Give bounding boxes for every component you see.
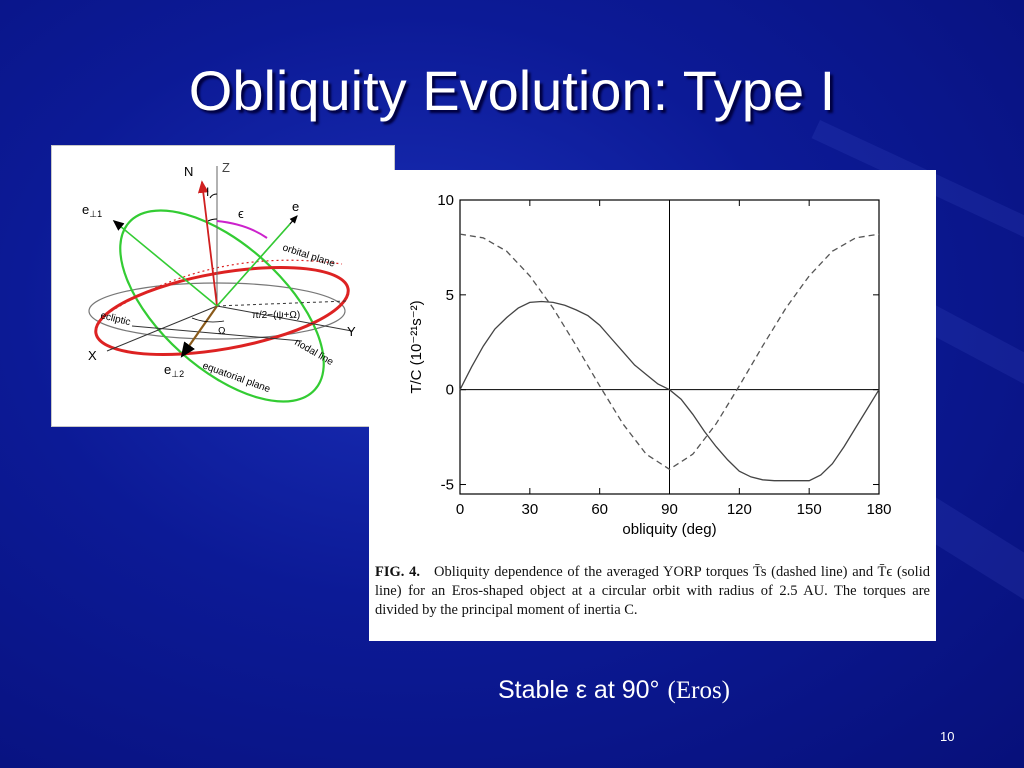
orbital-plane-ellipse	[94, 265, 350, 357]
caption-text: Obliquity dependence of the averaged YOR…	[375, 564, 930, 618]
label-orbital-plane: orbital plane	[281, 242, 337, 269]
y-tick-label: 0	[446, 382, 454, 399]
series-solid-line	[459, 300, 880, 482]
label-x: X	[88, 348, 97, 363]
x-tick-label: 180	[866, 501, 891, 518]
label-y: Y	[347, 324, 356, 339]
caption-fig-label: FIG. 4.	[375, 564, 420, 580]
footnote-paren: (Eros)	[667, 677, 731, 704]
label-epsilon: ϵ	[238, 206, 244, 221]
obliquity-geometry-diagram: N Z I ϵ e e⊥1 e⊥2 X Y orbital plane ecli…	[51, 145, 395, 427]
x-tick-label: 60	[591, 501, 608, 518]
label-z: Z	[222, 160, 230, 175]
figure-caption: FIG. 4. Obliquity dependence of the aver…	[375, 563, 930, 620]
omega-arc	[191, 317, 225, 323]
x-tick-label: 90	[661, 501, 678, 518]
e-vector-green	[216, 223, 291, 307]
label-e-perp1: e⊥1	[82, 202, 102, 219]
n-vector	[197, 180, 218, 307]
x-axis-label: obliquity (deg)	[622, 521, 716, 538]
equatorial-plane-ellipse	[119, 209, 325, 403]
label-omega: Ω	[218, 326, 226, 337]
label-angle-formula: π/2−(ψ+Ω)	[252, 310, 300, 321]
nodal-line	[131, 325, 303, 342]
label-nodal-line: nodal line	[293, 337, 336, 368]
obliquity-arc-black	[207, 218, 218, 222]
yorp-torque-figure: 0 30 60 90 120 150 180 -5 0 5 10 obliquity (deg) T/C…	[369, 170, 936, 641]
obliquity-arc	[216, 220, 268, 239]
footnote-main: Stable ε at 90°	[498, 676, 660, 704]
x-tick-label: 30	[521, 501, 538, 518]
orbit-node-dashed	[216, 300, 348, 307]
label-e-perp2: e⊥2	[164, 362, 184, 379]
x-tick-label: 150	[797, 501, 822, 518]
y-axis	[216, 305, 353, 332]
page-number: 10	[940, 729, 955, 744]
y-axis-label: T/C (10⁻²¹s⁻²)	[408, 300, 425, 393]
e-perp1-vector	[112, 219, 218, 307]
footnote: Stable ε at 90° (Eros)	[498, 676, 730, 705]
slide-title: Obliquity Evolution: Type I	[188, 59, 836, 122]
y-tick-label: 5	[446, 287, 454, 304]
orbital-plane-back-dotted	[106, 259, 343, 315]
x-tick-label: 0	[456, 501, 464, 518]
label-e: e	[292, 199, 299, 214]
y-tick-label: -5	[441, 477, 454, 494]
label-n: N	[184, 164, 193, 179]
y-tick-label: 10	[437, 192, 454, 209]
geometry-svg: N Z I ϵ e e⊥1 e⊥2 X Y orbital plane ecli…	[82, 160, 356, 403]
label-ecliptic: ecliptic	[99, 310, 131, 328]
x-tick-label: 120	[727, 501, 752, 518]
series-dashed-line	[459, 233, 880, 471]
label-i: I	[206, 185, 209, 199]
inclination-arc	[209, 193, 218, 199]
e-perp2-vector	[180, 305, 218, 358]
